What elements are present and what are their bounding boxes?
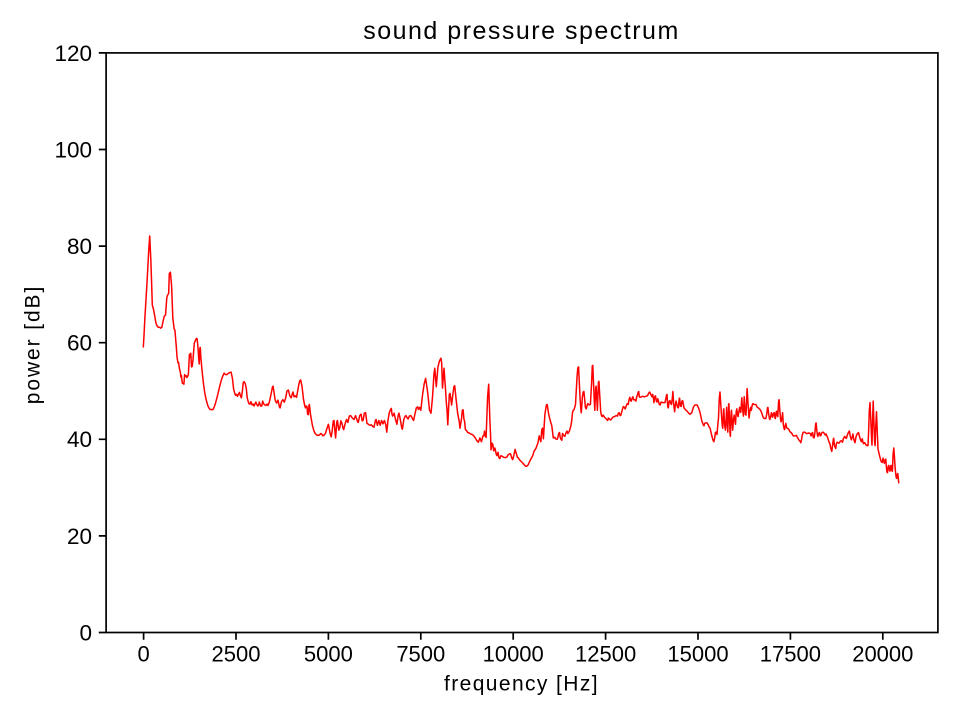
svg-text:40: 40 xyxy=(67,427,92,452)
svg-text:17500: 17500 xyxy=(760,641,821,666)
svg-text:frequency [Hz]: frequency [Hz] xyxy=(444,673,599,696)
svg-text:sound pressure spectrum: sound pressure spectrum xyxy=(363,17,680,45)
svg-text:80: 80 xyxy=(67,234,92,259)
svg-text:power [dB]: power [dB] xyxy=(22,285,45,404)
svg-text:10000: 10000 xyxy=(483,641,544,666)
svg-text:20: 20 xyxy=(67,524,92,549)
svg-text:5000: 5000 xyxy=(304,641,353,666)
svg-text:0: 0 xyxy=(79,620,92,645)
svg-text:0: 0 xyxy=(137,641,149,666)
svg-text:20000: 20000 xyxy=(852,641,913,666)
svg-text:100: 100 xyxy=(54,137,92,162)
svg-text:120: 120 xyxy=(54,41,92,66)
svg-text:12500: 12500 xyxy=(575,641,636,666)
svg-text:15000: 15000 xyxy=(667,641,728,666)
svg-text:7500: 7500 xyxy=(396,641,445,666)
svg-text:2500: 2500 xyxy=(212,641,261,666)
svg-text:60: 60 xyxy=(67,331,92,356)
